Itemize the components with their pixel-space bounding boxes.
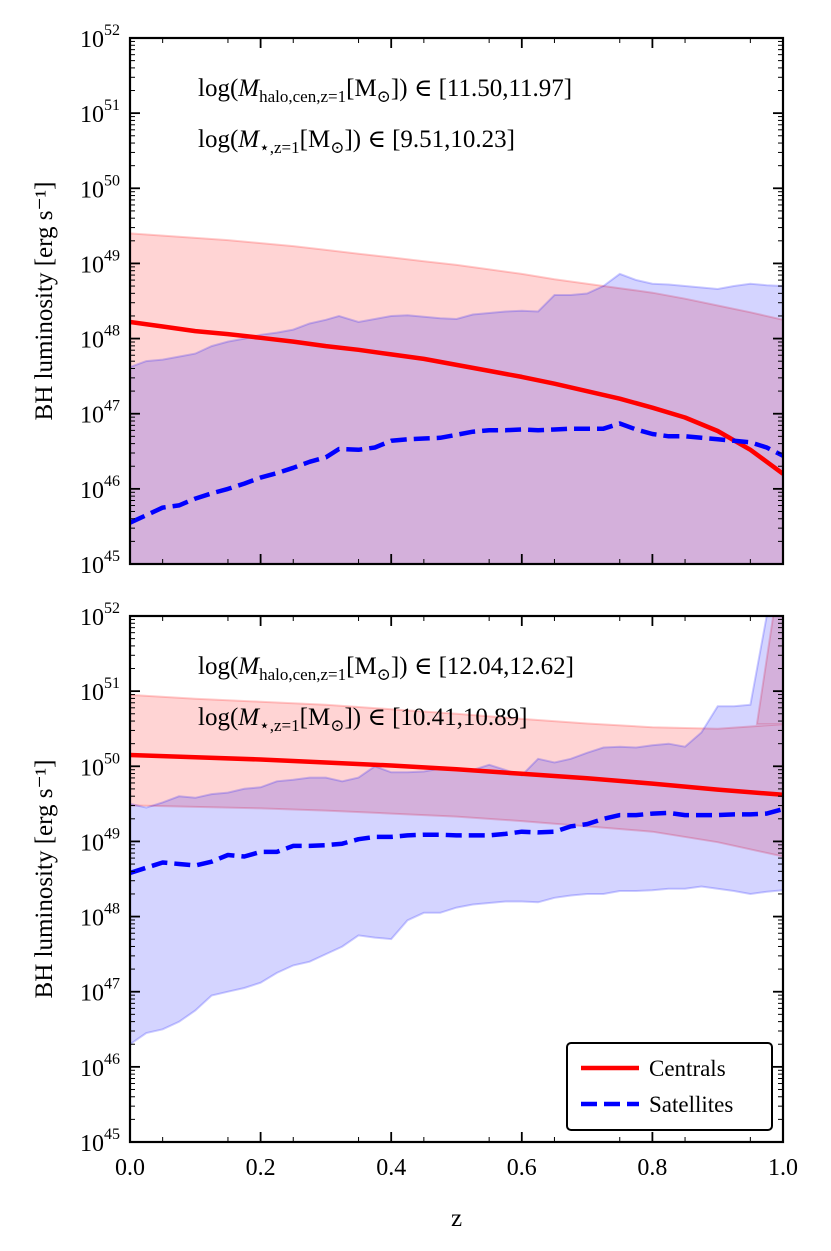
band-centrals-bottom [130,616,783,858]
y-tick-label-51: 1051 [80,97,120,128]
plot-area-bottom [130,616,783,1046]
x-tick-label-0.6: 0.6 [507,1155,537,1181]
plot-area-top [130,232,783,564]
band-satellites-bottom [130,616,783,1046]
panel-bottom: 1045 1046 1047 1048 1049 1050 1051 1052 0.0 0.2 0.… [31,600,798,1232]
legend-box [566,1042,773,1131]
y-tick-label-46: 1046 [80,1051,120,1082]
x-tick-label-0.8: 0.8 [637,1155,667,1181]
y-tick-label-48: 1048 [80,323,120,354]
annotation-top-1: log(Mhalo,cen,z=1[M⊙]) ∈ [11.50,11.97] [198,75,572,106]
y-axis-label-top: BH luminosity [erg s⁻¹] [31,182,58,421]
y-tick-label-49: 1049 [80,247,120,278]
panel-top: 1045 1046 1047 1048 1049 1050 1051 1052 BH lumin… [31,22,785,579]
x-tick-label-0.4: 0.4 [376,1155,406,1181]
y-axis-label-bottom: BH luminosity [erg s⁻¹] [31,760,58,999]
axes-frame-bottom [128,614,785,1144]
y-tick-label-50: 1050 [80,750,120,781]
y-tick-label-52: 1052 [80,600,120,631]
annotation-top-2: log(M⋆,z=1[M⊙]) ∈ [9.51,10.23] [198,126,515,157]
line-centrals-top [130,319,783,476]
y-tick-label-52: 1052 [80,22,120,53]
axes-frame-top [128,36,785,566]
y-tick-label-47: 1047 [80,976,120,1007]
line-satellites-top [130,421,783,525]
line-satellites-bottom [130,806,783,876]
band-centrals-top [130,232,783,564]
y-tick-label-45: 1045 [80,1126,120,1157]
legend: Centrals Satellites [566,1042,773,1131]
y-tick-label-45: 1045 [80,548,120,579]
annotation-bottom-2: log(M⋆,z=1[M⊙]) ∈ [10.41,10.89] [198,704,528,735]
x-tick-label-0.2: 0.2 [246,1155,276,1181]
annotation-bottom-1: log(Mhalo,cen,z=1[M⊙]) ∈ [12.04,12.62] [198,653,574,684]
line-centrals-bottom [130,752,783,798]
y-tick-label-47: 1047 [80,398,120,429]
legend-label-satellites: Satellites [649,1092,733,1117]
band-satellites-top [130,272,783,564]
y-tick-label-49: 1049 [80,825,120,856]
y-tick-label-51: 1051 [80,675,120,706]
x-axis-label: z [451,1205,462,1232]
x-tick-label-0.0: 0.0 [115,1155,145,1181]
y-tick-label-50: 1050 [80,172,120,203]
x-tick-label-1.0: 1.0 [768,1155,798,1181]
y-tick-label-46: 1046 [80,473,120,504]
legend-label-centrals: Centrals [649,1056,726,1081]
y-tick-label-48: 1048 [80,901,120,932]
